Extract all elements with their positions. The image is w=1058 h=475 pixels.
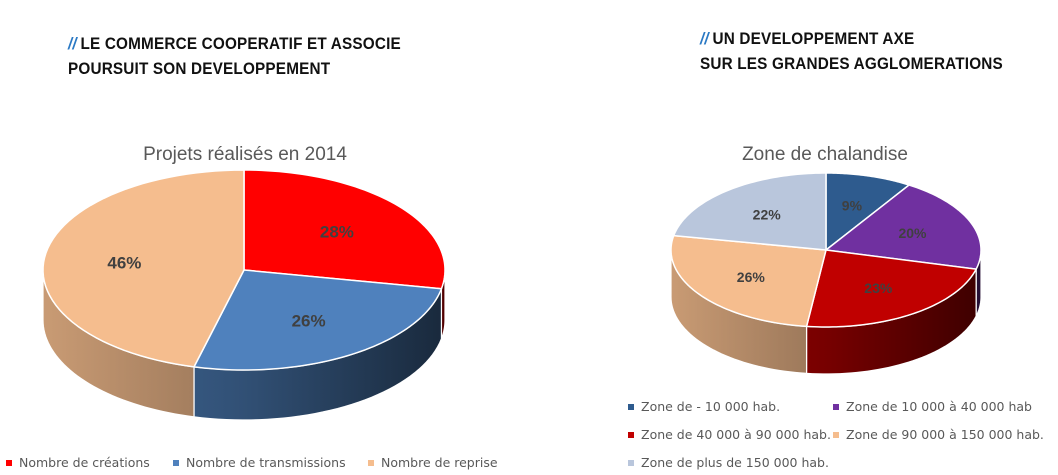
pie-slice: [243, 169, 446, 290]
pie-slice: [673, 172, 827, 251]
legend-label: Zone de plus de 150 000 hab.: [641, 455, 829, 470]
right-section-heading: //UN DEVELOPPEMENT AXE SUR LES GRANDES A…: [700, 26, 1003, 76]
pie-data-label: 26%: [737, 269, 766, 285]
pie-data-label: 46%: [107, 253, 141, 272]
heading-slashes: //: [700, 29, 709, 48]
legend-swatch: [368, 459, 374, 466]
legend-label: Zone de 10 000 à 40 000 hab: [846, 399, 1032, 414]
legend-item: Nombre de transmissions: [173, 455, 346, 470]
legend-item: Zone de 10 000 à 40 000 hab: [833, 399, 1032, 414]
legend-swatch: [628, 403, 634, 410]
pie-data-label: 23%: [864, 280, 893, 296]
legend-item: Zone de plus de 150 000 hab.: [628, 455, 829, 470]
pie-data-label: 9%: [842, 198, 863, 214]
legend-label: Nombre de créations: [19, 455, 150, 470]
pie-data-label: 20%: [898, 225, 927, 241]
legend-item: Nombre de créations: [6, 455, 150, 470]
legend-label: Zone de 90 000 à 150 000 hab.: [846, 427, 1044, 442]
pie-data-label: 22%: [753, 206, 782, 222]
pie-data-label: 28%: [320, 223, 354, 242]
legend-item: Zone de 40 000 à 90 000 hab.: [628, 427, 831, 442]
legend-label: Zone de 40 000 à 90 000 hab.: [641, 427, 831, 442]
legend-label: Zone de - 10 000 hab.: [641, 399, 781, 414]
pie-slice: [825, 172, 910, 251]
heading-slashes: //: [68, 34, 77, 53]
legend-item: Nombre de reprise: [368, 455, 498, 470]
legend-label: Nombre de transmissions: [186, 455, 346, 470]
pie-chart-zone: 9% 20% 23% 26% 22%: [670, 172, 982, 375]
legend-projets: Nombre de créations Nombre de transmissi…: [0, 450, 560, 472]
pie-chart-projets: 28% 26% 46%: [42, 169, 446, 421]
legend-swatch: [628, 459, 634, 466]
heading-line-2: POURSUIT SON DEVELOPPEMENT: [68, 59, 331, 78]
legend-swatch: [6, 459, 12, 466]
pie-slice: [670, 234, 827, 328]
pie-slice: [825, 184, 982, 270]
chart-title-zone: Zone de chalandise: [742, 144, 908, 165]
heading-line-2: SUR LES GRANDES AGGLOMERATIONS: [700, 54, 1003, 73]
pie-slice: [42, 169, 245, 368]
legend-swatch: [833, 431, 839, 438]
legend-item: Zone de - 10 000 hab.: [628, 399, 780, 414]
legend-swatch: [628, 431, 634, 438]
heading-line-1: UN DEVELOPPEMENT AXE: [712, 29, 915, 48]
chart-title-projets: Projets réalisés en 2014: [143, 144, 347, 165]
pie-slice: [805, 249, 977, 328]
pie-slice: [193, 269, 443, 371]
heading-line-1: LE COMMERCE COOPERATIF ET ASSOCIE: [80, 34, 401, 53]
legend-swatch: [173, 459, 179, 466]
legend-label: Nombre de reprise: [381, 455, 498, 470]
legend-item: Zone de 90 000 à 150 000 hab.: [833, 427, 1044, 442]
legend-zone: Zone de - 10 000 hab. Zone de 10 000 à 4…: [620, 395, 1050, 473]
pie-data-label: 26%: [292, 312, 326, 331]
legend-swatch: [833, 403, 839, 410]
left-section-heading: //LE COMMERCE COOPERATIF ET ASSOCIE POUR…: [68, 31, 401, 81]
